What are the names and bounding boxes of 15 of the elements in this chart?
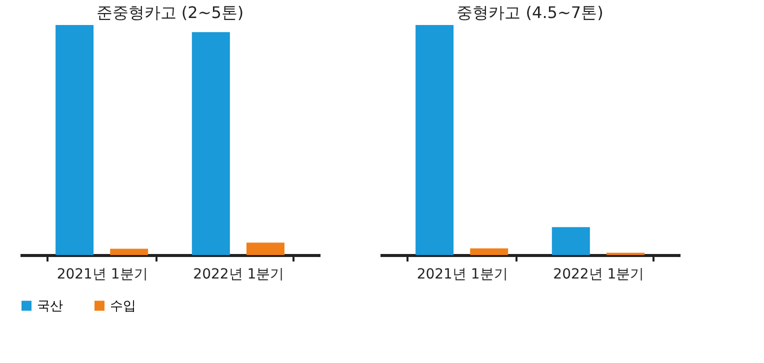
bar <box>110 248 148 255</box>
x-tick-label: 2021년 1분기 <box>56 266 148 282</box>
bar <box>416 25 454 255</box>
bar <box>246 242 284 255</box>
legend-label: 국산 <box>37 298 63 314</box>
bar <box>470 248 508 255</box>
chart-title: 준중형카고 (2~5톤) <box>96 3 244 22</box>
x-tick-label: 2021년 1분기 <box>416 266 508 282</box>
legend-label: 수입 <box>110 298 136 314</box>
chart-title: 중형카고 (4.5~7톤) <box>456 3 604 22</box>
bar <box>552 227 590 255</box>
bar <box>56 25 94 255</box>
x-tick-label: 2022년 1분기 <box>553 266 644 282</box>
bar <box>192 32 230 255</box>
x-tick-label: 2022년 1분기 <box>193 266 284 282</box>
